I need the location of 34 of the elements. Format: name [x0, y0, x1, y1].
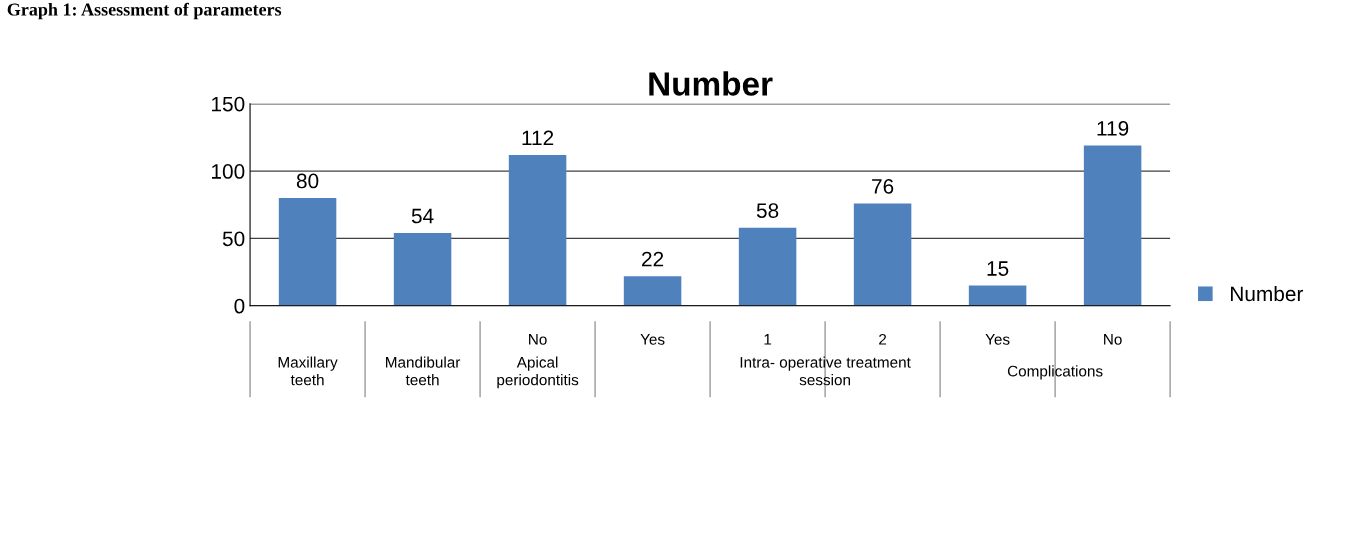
- y-tick-label: 100: [212, 164, 245, 179]
- data-label: 112: [522, 130, 554, 146]
- data-label: 76: [872, 178, 894, 194]
- data-label: 119: [1097, 121, 1129, 136]
- bar: [623, 276, 682, 306]
- data-label: 58: [756, 203, 779, 218]
- x-tick-label: 1: [764, 334, 772, 345]
- caption: Graph 1: Assessment of parameters: [7, 2, 282, 20]
- data-label: 15: [987, 261, 1009, 276]
- data-label: 22: [642, 251, 664, 267]
- bar: [853, 203, 912, 306]
- x-tick-label: Yes: [640, 334, 665, 345]
- legend-label: Number: [1231, 285, 1304, 302]
- x-tick-label: Yes: [985, 334, 1010, 345]
- data-label: 80: [296, 173, 319, 189]
- y-tick-label: 150: [212, 96, 245, 112]
- text: Intra- operative treatment session: [740, 356, 911, 386]
- y-tick-label: 50: [222, 231, 245, 247]
- x-tick-label: No: [1104, 334, 1122, 345]
- text: Complications: [1007, 365, 1103, 380]
- bar: [968, 285, 1027, 306]
- bar: [393, 233, 452, 306]
- text: Mandibular teeth: [386, 356, 461, 386]
- x-tick-label: No: [529, 334, 547, 345]
- data-label: 54: [411, 208, 434, 224]
- text: Maxillary teeth: [278, 356, 338, 386]
- x-tick-label: 2: [879, 333, 887, 345]
- chart-title: Number: [649, 71, 773, 96]
- bar: [278, 198, 337, 306]
- text: Apical periodontitis: [497, 356, 579, 389]
- bar: [1083, 145, 1142, 306]
- bar: [508, 154, 567, 306]
- bar: [738, 227, 797, 306]
- y-tick-label: 0: [234, 298, 245, 314]
